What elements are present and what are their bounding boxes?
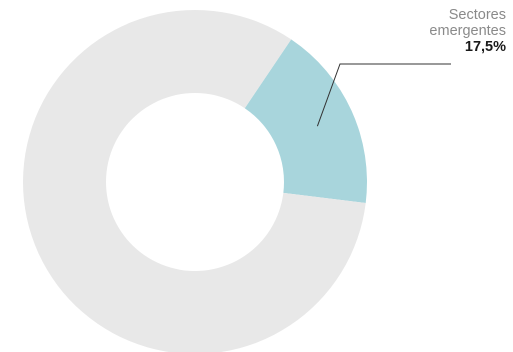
callout-value: 17,5% bbox=[464, 39, 506, 55]
slice-callout: Sectores emergentes 17,5% bbox=[429, 7, 506, 55]
donut-slice-1 bbox=[23, 10, 366, 352]
donut-slice-0 bbox=[244, 39, 367, 203]
callout-label-line2: emergentes bbox=[429, 23, 506, 39]
callout-leader-line bbox=[316, 63, 451, 127]
callout-label-line1: Sectores bbox=[448, 7, 506, 23]
